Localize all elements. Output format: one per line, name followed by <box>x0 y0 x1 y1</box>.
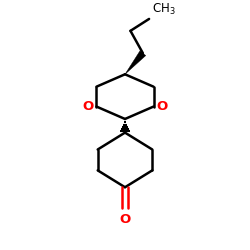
Text: O: O <box>83 100 94 113</box>
Text: O: O <box>120 213 130 226</box>
Text: O: O <box>156 100 167 113</box>
Polygon shape <box>125 51 146 74</box>
Text: CH$_3$: CH$_3$ <box>152 2 175 17</box>
